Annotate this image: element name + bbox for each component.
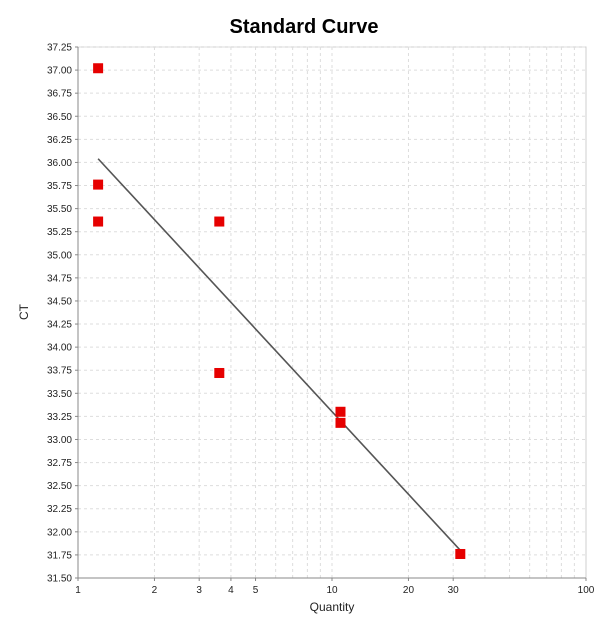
axes <box>75 46 587 581</box>
y-tick-label: 36.00 <box>47 158 72 169</box>
x-tick-label: 1 <box>75 585 81 596</box>
x-tick-label: 20 <box>403 585 415 596</box>
y-tick-label: 37.25 <box>47 43 72 54</box>
y-tick-label: 33.75 <box>47 366 72 377</box>
x-tick-label: 3 <box>196 585 202 596</box>
y-tick-label: 32.50 <box>47 481 72 492</box>
y-tick-label: 34.25 <box>47 320 72 331</box>
y-tick-labels: 31.50 31.75 32.00 32.25 32.50 32.75 33.00 33.25… <box>47 43 72 585</box>
x-tick-label: 100 <box>578 585 595 596</box>
x-tick-label: 30 <box>448 585 460 596</box>
y-tick-label: 32.00 <box>47 527 72 538</box>
y-tick-label: 34.50 <box>47 296 72 307</box>
y-tick-label: 31.50 <box>47 574 72 585</box>
x-tick-label: 5 <box>253 585 259 596</box>
chart-title: Standard Curve <box>229 16 379 38</box>
data-point <box>93 216 104 227</box>
data-points <box>93 63 466 559</box>
y-axis-label: CT <box>17 303 31 320</box>
y-tick-label: 34.75 <box>47 273 72 284</box>
y-tick-label: 35.75 <box>47 181 72 192</box>
grid-lines <box>78 46 586 579</box>
x-tick-label: 10 <box>326 585 338 596</box>
y-tick-label: 35.00 <box>47 250 72 261</box>
y-tick-label: 32.75 <box>47 458 72 469</box>
x-tick-label: 4 <box>228 585 234 596</box>
data-point <box>93 179 104 190</box>
y-tick-label: 35.25 <box>47 227 72 238</box>
y-tick-label: 36.25 <box>47 135 72 146</box>
x-tick-labels: 1 2 3 4 5 10 20 30 100 <box>75 585 595 596</box>
data-point <box>93 63 104 74</box>
y-tick-label: 35.50 <box>47 204 72 215</box>
y-tick-label: 36.50 <box>47 112 72 123</box>
data-point <box>335 406 346 417</box>
data-point <box>214 216 225 227</box>
fit-line <box>97 158 461 551</box>
y-tick-label: 34.00 <box>47 343 72 354</box>
y-tick-label: 37.00 <box>47 66 72 77</box>
y-tick-label: 31.75 <box>47 550 72 561</box>
data-point <box>214 367 225 378</box>
x-axis-label: Quantity <box>310 600 355 614</box>
y-tick-label: 33.50 <box>47 389 72 400</box>
x-tick-label: 2 <box>152 585 158 596</box>
y-tick-label: 33.25 <box>47 412 72 423</box>
y-tick-label: 32.25 <box>47 504 72 515</box>
data-point <box>335 417 346 428</box>
y-tick-label: 36.75 <box>47 89 72 100</box>
data-point <box>455 548 466 559</box>
fit-line-layer <box>97 158 461 551</box>
y-tick-label: 33.00 <box>47 435 72 446</box>
